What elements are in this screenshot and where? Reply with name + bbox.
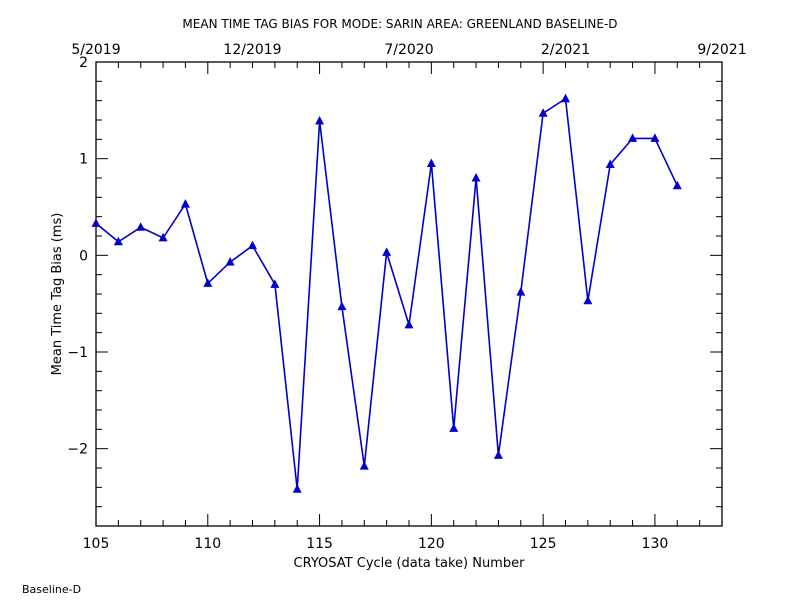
- axis-ticks: [95, 61, 723, 527]
- data-point-marker: [628, 133, 638, 142]
- data-point-marker: [382, 247, 392, 256]
- series-line: [95, 97, 679, 490]
- y-axis-label: Mean Time Tag Bias (ms): [50, 213, 65, 376]
- data-point-marker: [359, 461, 369, 470]
- top-date-tick-label: 7/2020: [384, 42, 433, 58]
- data-point-marker: [650, 133, 660, 142]
- baseline-footer-label: Baseline-D: [22, 583, 82, 596]
- data-point-marker: [136, 222, 146, 231]
- y-tick-label: 0: [79, 248, 88, 264]
- data-point-marker: [471, 173, 481, 182]
- data-point-marker: [493, 450, 503, 459]
- data-point-marker: [158, 232, 168, 242]
- x-tick-label: 130: [642, 536, 669, 552]
- data-point-marker: [203, 278, 213, 287]
- data-point-marker: [292, 484, 302, 493]
- x-axis-label: CRYOSAT Cycle (data take) Number: [294, 556, 526, 571]
- top-date-tick-label: 5/2019: [71, 42, 120, 58]
- data-point-marker: [270, 279, 280, 288]
- x-tick-label: 120: [418, 536, 445, 552]
- data-point-marker: [449, 423, 459, 432]
- data-point-marker: [516, 287, 526, 296]
- data-point-marker: [315, 115, 325, 125]
- data-point-marker: [605, 159, 615, 168]
- data-point-marker: [583, 295, 593, 305]
- data-point-marker: [672, 180, 682, 190]
- chart-title: MEAN TIME TAG BIAS FOR MODE: SARIN AREA:…: [182, 17, 617, 31]
- top-date-tick-label: 9/2021: [697, 42, 746, 58]
- top-date-tick-label: 2/2021: [541, 42, 590, 58]
- y-tick-label: 2: [79, 55, 88, 71]
- data-point-marker: [180, 199, 190, 208]
- data-point-marker: [337, 301, 347, 311]
- data-point-marker: [248, 240, 257, 250]
- y-tick-label: 1: [79, 152, 88, 168]
- series-group: [91, 93, 682, 493]
- data-point-marker: [538, 108, 548, 117]
- data-point-marker: [404, 319, 414, 329]
- top-date-tick-label: 12/2019: [223, 42, 281, 58]
- data-point-marker: [426, 158, 436, 167]
- x-tick-label: 110: [194, 536, 221, 552]
- x-tick-label: 125: [530, 536, 557, 552]
- plot-frame: [95, 61, 723, 527]
- data-point-marker: [225, 257, 235, 266]
- x-tick-label: 115: [306, 536, 333, 552]
- y-tick-label: −1: [67, 345, 88, 361]
- data-point-marker: [113, 236, 123, 246]
- x-tick-label: 105: [83, 536, 110, 552]
- data-point-marker: [91, 218, 101, 227]
- y-tick-label: −2: [67, 442, 88, 458]
- data-point-marker: [561, 93, 570, 103]
